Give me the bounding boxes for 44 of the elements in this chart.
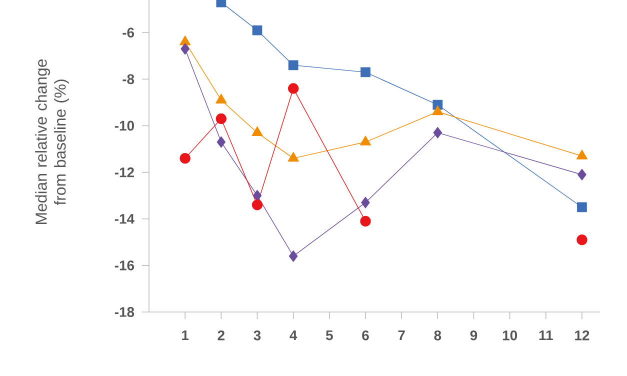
point [216, 113, 226, 124]
point [360, 216, 371, 227]
x-tick-label: 8 [434, 330, 442, 340]
point [288, 83, 299, 94]
point [432, 105, 444, 116]
x-tick-label: 7 [398, 330, 405, 340]
point [252, 126, 263, 136]
y-tick-label: -12 [114, 167, 134, 178]
point [216, 94, 227, 104]
x-tick-label: 6 [362, 330, 369, 340]
x-tick-label: 11 [539, 330, 553, 340]
point [180, 36, 191, 46]
point [360, 67, 370, 78]
x-tick-label: 5 [326, 330, 333, 340]
x-tick-label: 2 [218, 330, 224, 340]
y-tick-label: -6 [122, 28, 134, 38]
point [216, 136, 226, 148]
y-tick-label: -16 [114, 260, 134, 270]
y-tick-label: -8 [122, 74, 134, 84]
x-tick-label: 10 [502, 330, 517, 340]
point [577, 202, 587, 212]
x-tick-label: 3 [254, 330, 261, 340]
y-tick-label: -14 [114, 214, 134, 224]
point [252, 25, 262, 36]
point [578, 168, 586, 180]
point [180, 152, 190, 164]
point [361, 196, 370, 208]
x-tick-label: 9 [470, 330, 478, 340]
point [288, 60, 298, 70]
point [252, 190, 262, 202]
point [576, 150, 588, 160]
x-tick-label: 12 [575, 330, 590, 340]
x-tick-label: 4 [290, 330, 298, 340]
point [252, 200, 263, 210]
point [180, 43, 190, 55]
point [288, 250, 298, 262]
y-tick-label: -10 [114, 120, 134, 131]
point [433, 126, 442, 138]
point [576, 234, 588, 246]
point [360, 136, 372, 146]
point [288, 152, 299, 162]
x-tick-label: 1 [182, 330, 189, 340]
y-axis-title: Median relative change from baseline (%) [35, 59, 69, 224]
y-tick-label: -18 [114, 307, 134, 317]
